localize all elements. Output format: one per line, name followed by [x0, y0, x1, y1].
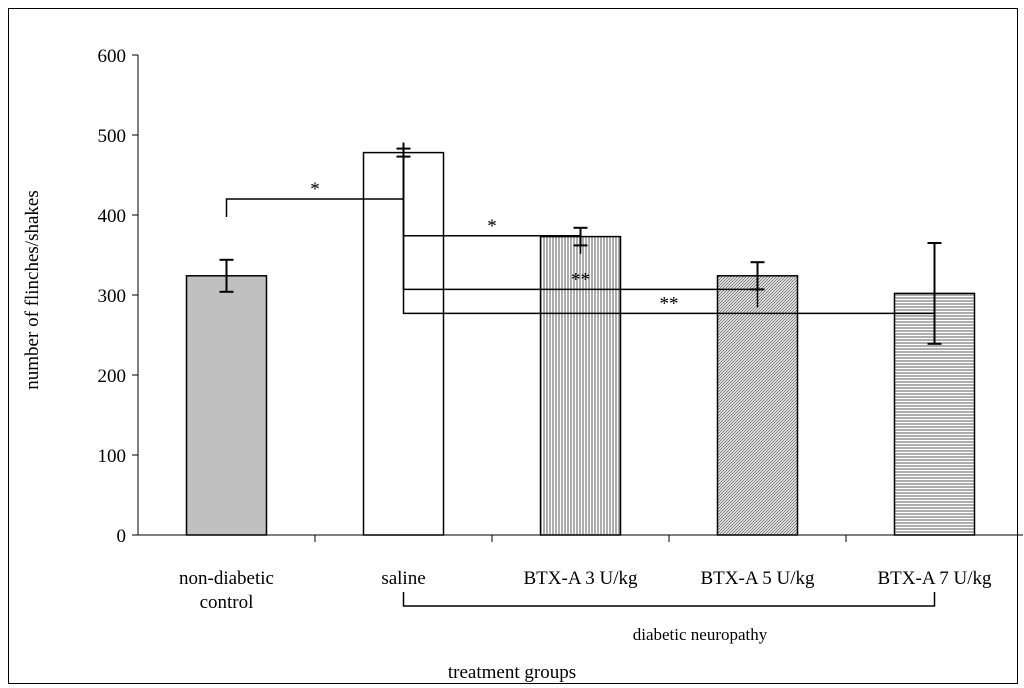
y-tick-label: 200	[98, 366, 127, 387]
bar	[716, 275, 799, 536]
y-tick-label: 100	[98, 446, 127, 467]
chart-frame	[8, 8, 1018, 684]
x-tick-label: BTX-A 3 U/kg	[524, 568, 639, 589]
x-tick-label: non-diabetic	[179, 568, 274, 589]
bar	[185, 275, 268, 536]
x-tick-label: BTX-A 5 U/kg	[701, 568, 816, 589]
bar	[539, 235, 622, 536]
x-tick-label: control	[200, 592, 254, 613]
y-tick-label: 400	[98, 206, 127, 227]
significance-label: **	[660, 293, 679, 314]
x-tick-label: BTX-A 7 U/kg	[878, 568, 993, 589]
significance-label: *	[310, 179, 320, 200]
group-label: diabetic neuropathy	[633, 625, 768, 644]
group-bracket	[402, 592, 936, 607]
y-tick-label: 0	[117, 526, 127, 547]
x-tick-label: saline	[381, 568, 425, 589]
y-tick-label: 500	[98, 126, 127, 147]
significance-bracket	[402, 142, 936, 332]
y-axis-label: number of flinches/shakes	[22, 190, 43, 389]
y-tick-label: 600	[98, 46, 127, 67]
significance-label: *	[487, 216, 497, 237]
significance-label: **	[571, 269, 590, 290]
y-tick-label: 300	[98, 286, 127, 307]
x-axis-label: treatment groups	[448, 662, 576, 683]
